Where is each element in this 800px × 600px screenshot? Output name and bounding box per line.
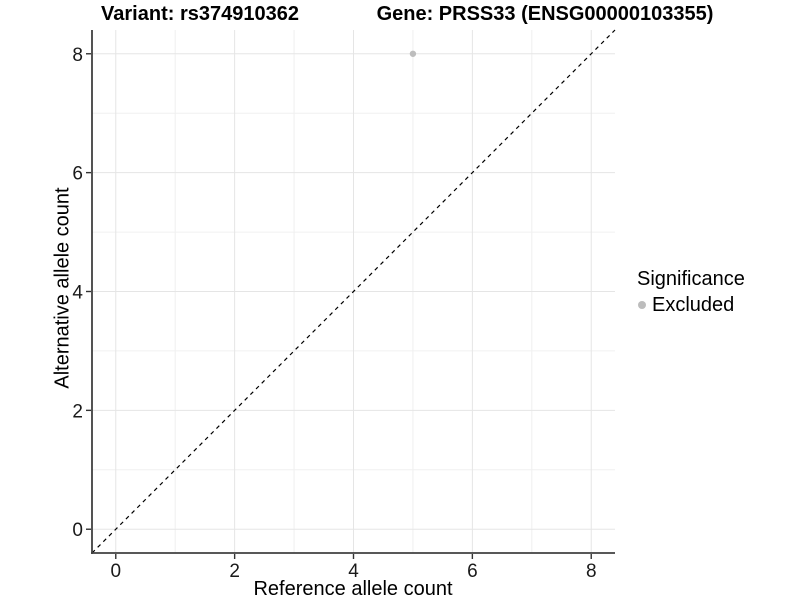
legend-entry-label: Excluded	[652, 294, 735, 316]
data-point	[409, 50, 417, 57]
legend: Significance Excluded	[637, 266, 745, 318]
plot-title-variant: Variant: rs374910362	[101, 3, 299, 25]
x-tick-label: 6	[467, 561, 478, 582]
y-axis-title: Alternative allele count	[51, 187, 74, 389]
identity-line	[91, 29, 616, 554]
legend-point-swatch	[638, 301, 646, 309]
legend-entry-excluded: Excluded	[637, 292, 745, 318]
x-tick-label: 8	[586, 561, 597, 582]
x-axis-title: Reference allele count	[253, 578, 453, 600]
y-tick-label: 2	[72, 401, 83, 422]
y-tick-label: 8	[72, 45, 83, 66]
y-tick-label: 6	[72, 164, 83, 185]
y-tick-label: 4	[72, 283, 83, 304]
y-tick-label: 0	[72, 520, 83, 541]
x-tick-label: 4	[348, 561, 359, 582]
x-tick-label: 2	[229, 561, 240, 582]
plot-title-gene: Gene: PRSS33 (ENSG00000103355)	[376, 3, 714, 25]
legend-title: Significance	[637, 268, 745, 290]
x-tick-label: 0	[110, 561, 121, 582]
